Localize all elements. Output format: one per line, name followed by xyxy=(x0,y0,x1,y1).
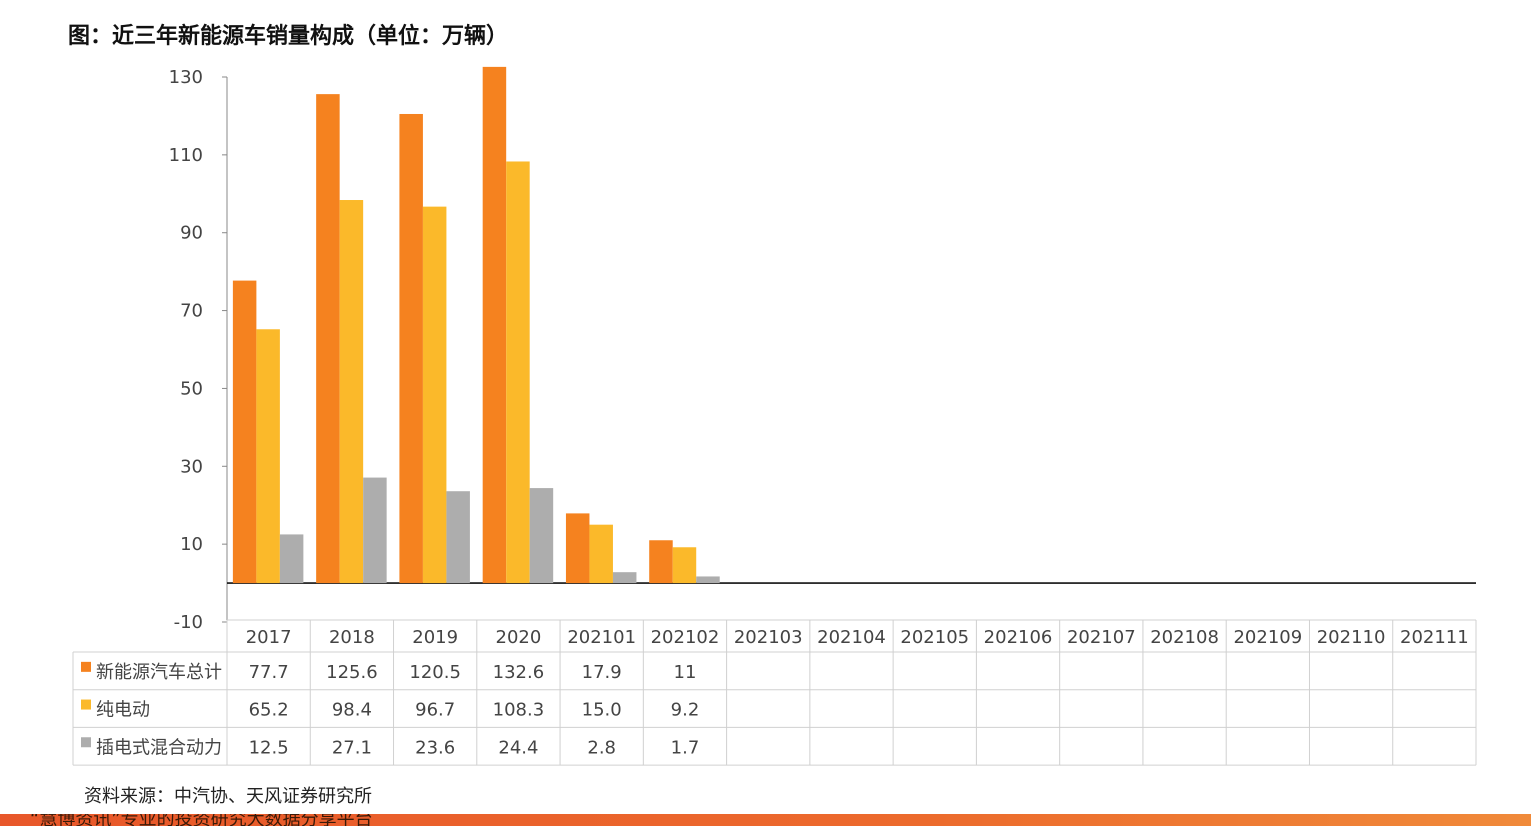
data-label: 15.0 xyxy=(582,700,622,721)
data-label: 65.2 xyxy=(249,700,289,721)
data-label: 23.6 xyxy=(415,737,455,758)
data-label: 1.7 xyxy=(671,737,700,758)
bar-phev xyxy=(446,491,470,584)
bar-bev xyxy=(506,161,530,584)
bar-total xyxy=(649,540,673,584)
x-category-label: 202105 xyxy=(900,627,969,648)
x-category-label: 2018 xyxy=(329,627,375,648)
x-category-label: 202110 xyxy=(1317,627,1386,648)
footer-banner: “慧博资讯”专业的投资研究大数据分享平台 xyxy=(0,814,1531,826)
data-label: 27.1 xyxy=(332,737,372,758)
x-category-label: 202102 xyxy=(651,627,720,648)
x-category-label: 202104 xyxy=(817,627,886,648)
y-tick-label: 70 xyxy=(180,301,203,322)
x-category-label: 202108 xyxy=(1150,627,1219,648)
bars xyxy=(232,66,720,584)
data-label: 125.6 xyxy=(326,662,378,683)
y-axis: 130 110 90 70 50 30 10 -10 xyxy=(169,67,1476,633)
y-tick-label: 130 xyxy=(169,67,203,88)
legend-label: 新能源汽车总计 xyxy=(96,662,222,683)
data-label: 120.5 xyxy=(409,662,461,683)
bar-bev xyxy=(672,547,697,584)
data-label: 12.5 xyxy=(249,737,289,758)
bar-bev xyxy=(589,524,613,584)
data-table: 2017 2018 2019 2020 202101 202102 202103 202104… xyxy=(72,619,1477,766)
x-category-label: 202101 xyxy=(567,627,636,648)
data-label: 2.8 xyxy=(587,737,616,758)
x-category-label: 202111 xyxy=(1400,627,1469,648)
data-label: 9.2 xyxy=(671,700,700,721)
y-tick-label: 10 xyxy=(180,534,203,555)
y-tick-label: 90 xyxy=(180,223,203,244)
bar-bev xyxy=(256,329,280,584)
legend-swatch xyxy=(81,737,91,748)
footer-text: “慧博资讯”专业的投资研究大数据分享平台 xyxy=(30,814,373,826)
bar-phev xyxy=(612,572,637,584)
bar-phev xyxy=(529,488,554,584)
chart-title: 图：近三年新能源车销量构成（单位：万辆） xyxy=(68,24,509,49)
bar-phev xyxy=(363,477,387,584)
x-category-label: 2017 xyxy=(246,627,292,648)
y-tick-label: 50 xyxy=(180,378,203,399)
x-category-label: 202103 xyxy=(734,627,803,648)
legend-swatch xyxy=(81,699,91,710)
data-label: 11 xyxy=(674,662,697,683)
y-tick-label: 110 xyxy=(169,145,203,166)
data-label: 108.3 xyxy=(493,700,545,721)
x-category-label: 202107 xyxy=(1067,627,1136,648)
bar-bev xyxy=(339,200,364,584)
data-label: 17.9 xyxy=(582,662,622,683)
x-category-label: 2019 xyxy=(412,627,458,648)
x-category-label: 202106 xyxy=(984,627,1053,648)
bar-total xyxy=(316,94,340,584)
legend-swatch xyxy=(81,661,91,672)
data-label: 77.7 xyxy=(249,662,289,683)
bar-phev xyxy=(279,534,304,584)
bar-phev xyxy=(696,576,720,584)
x-category-label: 2020 xyxy=(496,627,542,648)
source-note: 资料来源：中汽协、天风证券研究所 xyxy=(84,786,372,807)
data-label: 132.6 xyxy=(493,662,545,683)
data-label: 96.7 xyxy=(415,700,455,721)
legend-label: 纯电动 xyxy=(96,700,150,721)
bar-total xyxy=(565,513,590,584)
bar-bev xyxy=(422,206,447,584)
data-label: 98.4 xyxy=(332,700,372,721)
y-tick-label: -10 xyxy=(174,612,203,633)
x-category-label: 202109 xyxy=(1233,627,1302,648)
bar-total xyxy=(482,66,507,584)
y-tick-label: 30 xyxy=(180,456,203,477)
bar-total xyxy=(232,280,257,584)
bar-total xyxy=(399,113,423,584)
data-label: 24.4 xyxy=(498,737,538,758)
legend-label: 插电式混合动力 xyxy=(96,737,222,758)
